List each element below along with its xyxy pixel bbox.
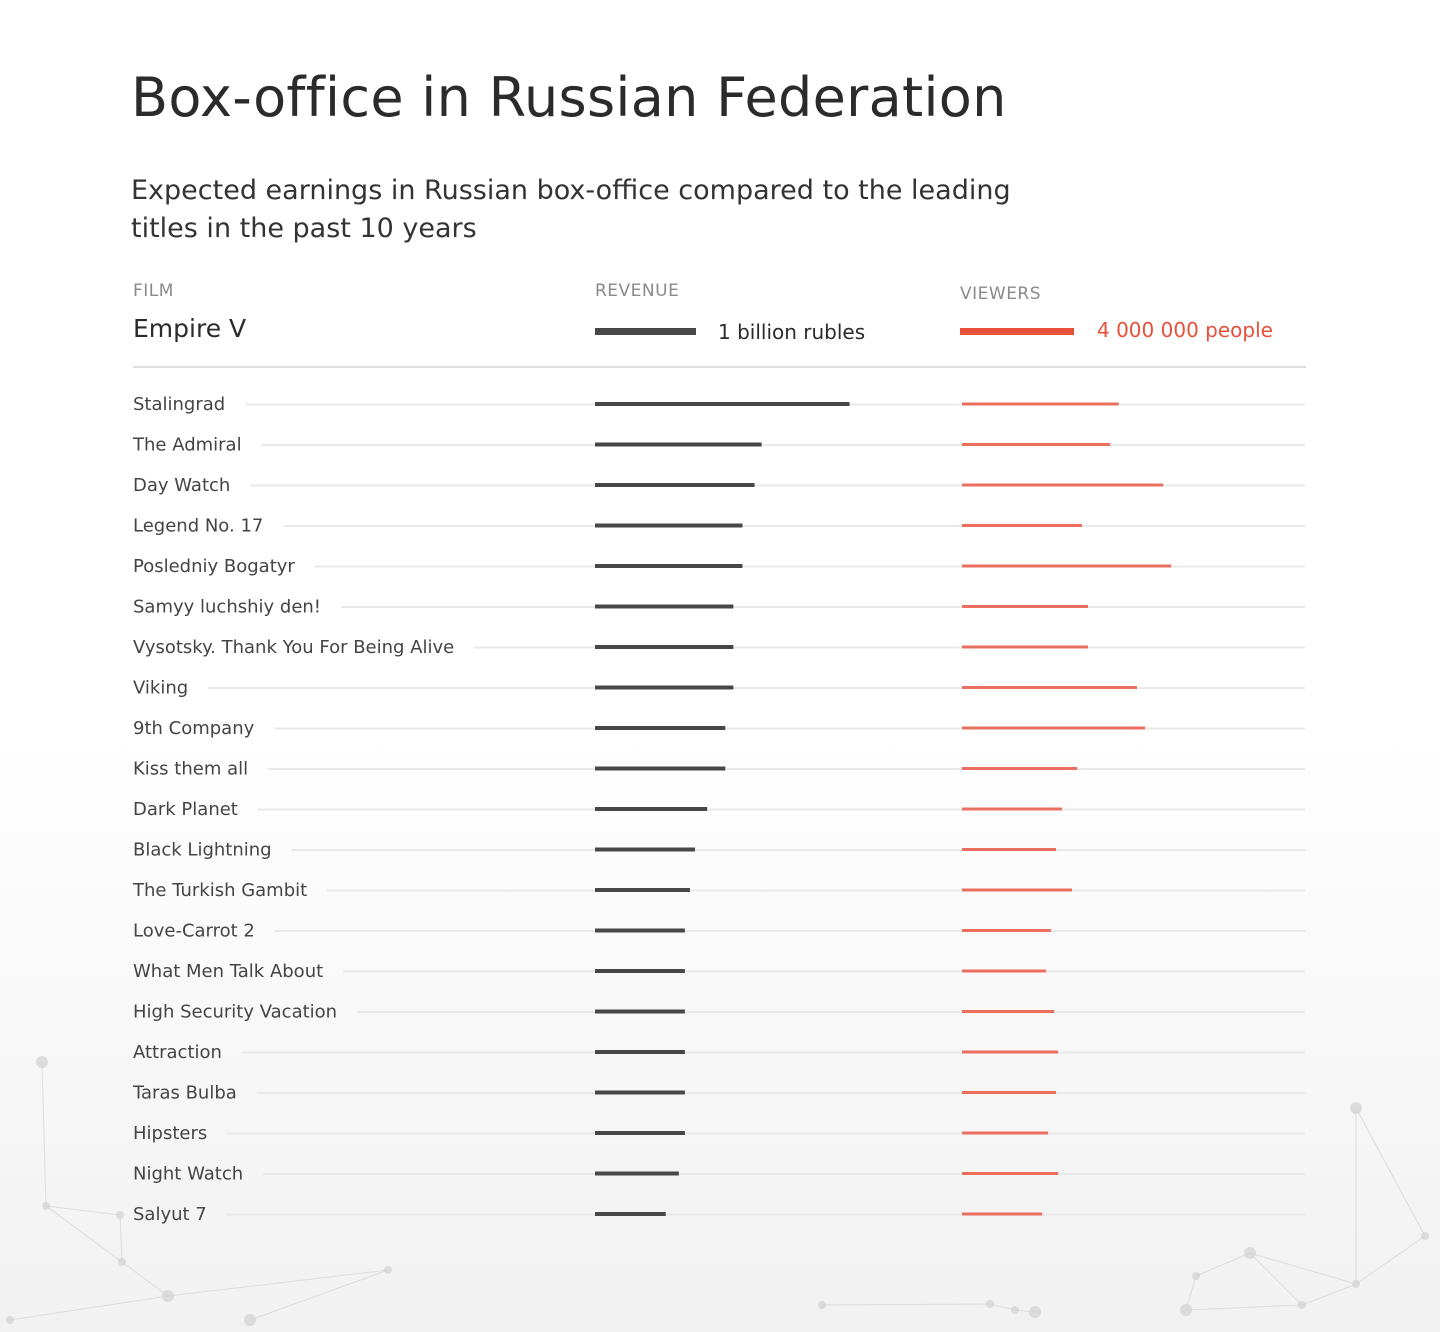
viewers-bar [962, 686, 1137, 689]
chart-subtitle: Expected earnings in Russian box-office … [131, 175, 1011, 244]
viewers-bar [962, 726, 1145, 730]
film-label: 9th Company [133, 718, 255, 739]
chart-row: Samyy luchshiy den! [133, 597, 1305, 618]
film-label: Night Watch [133, 1164, 243, 1185]
film-label: Vysotsky. Thank You For Being Alive [133, 637, 454, 658]
revenue-bar [595, 847, 695, 852]
column-header-viewers: VIEWERS [960, 284, 1042, 304]
column-header-revenue: REVENUE [595, 281, 680, 301]
chart-row: Legend No. 17 [133, 516, 1305, 537]
viewers-bar [962, 888, 1073, 892]
chart-row: Hipsters [133, 1123, 1305, 1144]
film-label: Viking [133, 678, 188, 699]
reference-revenue-bar [595, 328, 696, 335]
film-label: Love-Carrot 2 [133, 921, 255, 942]
film-label: Posledniy Bogatyr [133, 556, 295, 577]
chart-row: The Admiral [132, 435, 1305, 456]
header-divider [133, 366, 1306, 368]
film-label: Black Lightning [133, 840, 272, 861]
viewers-bar [962, 807, 1063, 811]
revenue-bar [595, 1090, 685, 1095]
viewers-bar [962, 969, 1047, 973]
viewers-bar [962, 402, 1119, 406]
revenue-bar [595, 888, 690, 892]
film-label: Taras Bulba [132, 1083, 237, 1104]
film-label: Salyut 7 [133, 1204, 207, 1225]
page-title: Box-office in Russian Federation [131, 66, 1007, 129]
chart-row: Taras Bulba [132, 1083, 1305, 1104]
chart-row: High Security Vacation [133, 1002, 1305, 1023]
reference-film-name: Empire V [133, 314, 247, 343]
viewers-bar [962, 564, 1172, 568]
chart-row: Love-Carrot 2 [133, 921, 1305, 942]
film-label: Hipsters [133, 1123, 207, 1144]
film-label: Kiss them all [133, 759, 248, 780]
revenue-bar [595, 766, 726, 771]
revenue-bar [595, 969, 685, 973]
chart-row: Day Watch [133, 475, 1305, 496]
viewers-bar [962, 1172, 1059, 1175]
viewers-bar [962, 1010, 1055, 1013]
chart-row: 9th Company [133, 718, 1305, 739]
viewers-bar [962, 443, 1111, 446]
revenue-bar [595, 685, 734, 690]
film-label: High Security Vacation [133, 1002, 337, 1023]
reference-viewers-bar [960, 328, 1074, 335]
film-label: Stalingrad [133, 394, 225, 415]
viewers-bar [962, 524, 1082, 527]
chart-row: Viking [133, 678, 1305, 699]
revenue-bar [595, 807, 708, 811]
chart-row: Posledniy Bogatyr [133, 556, 1305, 577]
revenue-bar [595, 1171, 679, 1176]
revenue-bar [595, 483, 755, 487]
viewers-bar [962, 1091, 1057, 1094]
revenue-bar [595, 1131, 685, 1135]
revenue-bar [595, 1050, 685, 1054]
reference-viewers-label: 4 000 000 people [1097, 318, 1273, 342]
viewers-bar [962, 767, 1078, 770]
film-label: The Admiral [132, 435, 242, 456]
viewers-bar [962, 1131, 1049, 1135]
chart-row: Kiss them all [133, 759, 1305, 780]
chart-row: Black Lightning [133, 840, 1305, 861]
viewers-bar [962, 848, 1057, 851]
chart-row: Stalingrad [133, 394, 1305, 415]
viewers-bar [962, 605, 1088, 608]
film-label: Attraction [133, 1042, 222, 1063]
film-label: Legend No. 17 [133, 516, 263, 537]
chart-row: Night Watch [133, 1164, 1305, 1185]
film-label: The Turkish Gambit [132, 880, 307, 901]
chart-row: Salyut 7 [133, 1204, 1305, 1225]
revenue-bar [595, 1212, 666, 1216]
viewers-bar [962, 483, 1164, 487]
film-label: Dark Planet [133, 799, 238, 820]
chart-row: Vysotsky. Thank You For Being Alive [133, 637, 1305, 658]
revenue-bar [595, 402, 850, 406]
viewers-bar [962, 1212, 1043, 1216]
revenue-bar [595, 523, 743, 528]
column-header-film: FILM [133, 281, 174, 301]
film-label: Samyy luchshiy den! [133, 597, 321, 618]
viewers-bar [962, 929, 1051, 932]
revenue-bar [595, 564, 743, 568]
revenue-bar [595, 645, 734, 649]
revenue-bar [595, 1009, 685, 1014]
film-label: Day Watch [133, 475, 230, 496]
revenue-bar [595, 442, 762, 447]
reference-revenue-label: 1 billion rubles [718, 320, 866, 344]
revenue-bar [595, 726, 726, 730]
viewers-bar [962, 645, 1088, 649]
chart-row: Attraction [133, 1042, 1305, 1063]
revenue-bar [595, 604, 734, 609]
film-label: What Men Talk About [133, 961, 323, 982]
viewers-bar [962, 1050, 1059, 1054]
chart-row: What Men Talk About [133, 961, 1305, 982]
chart-row: The Turkish Gambit [132, 880, 1305, 901]
revenue-bar [595, 928, 685, 933]
chart-row: Dark Planet [133, 799, 1305, 820]
